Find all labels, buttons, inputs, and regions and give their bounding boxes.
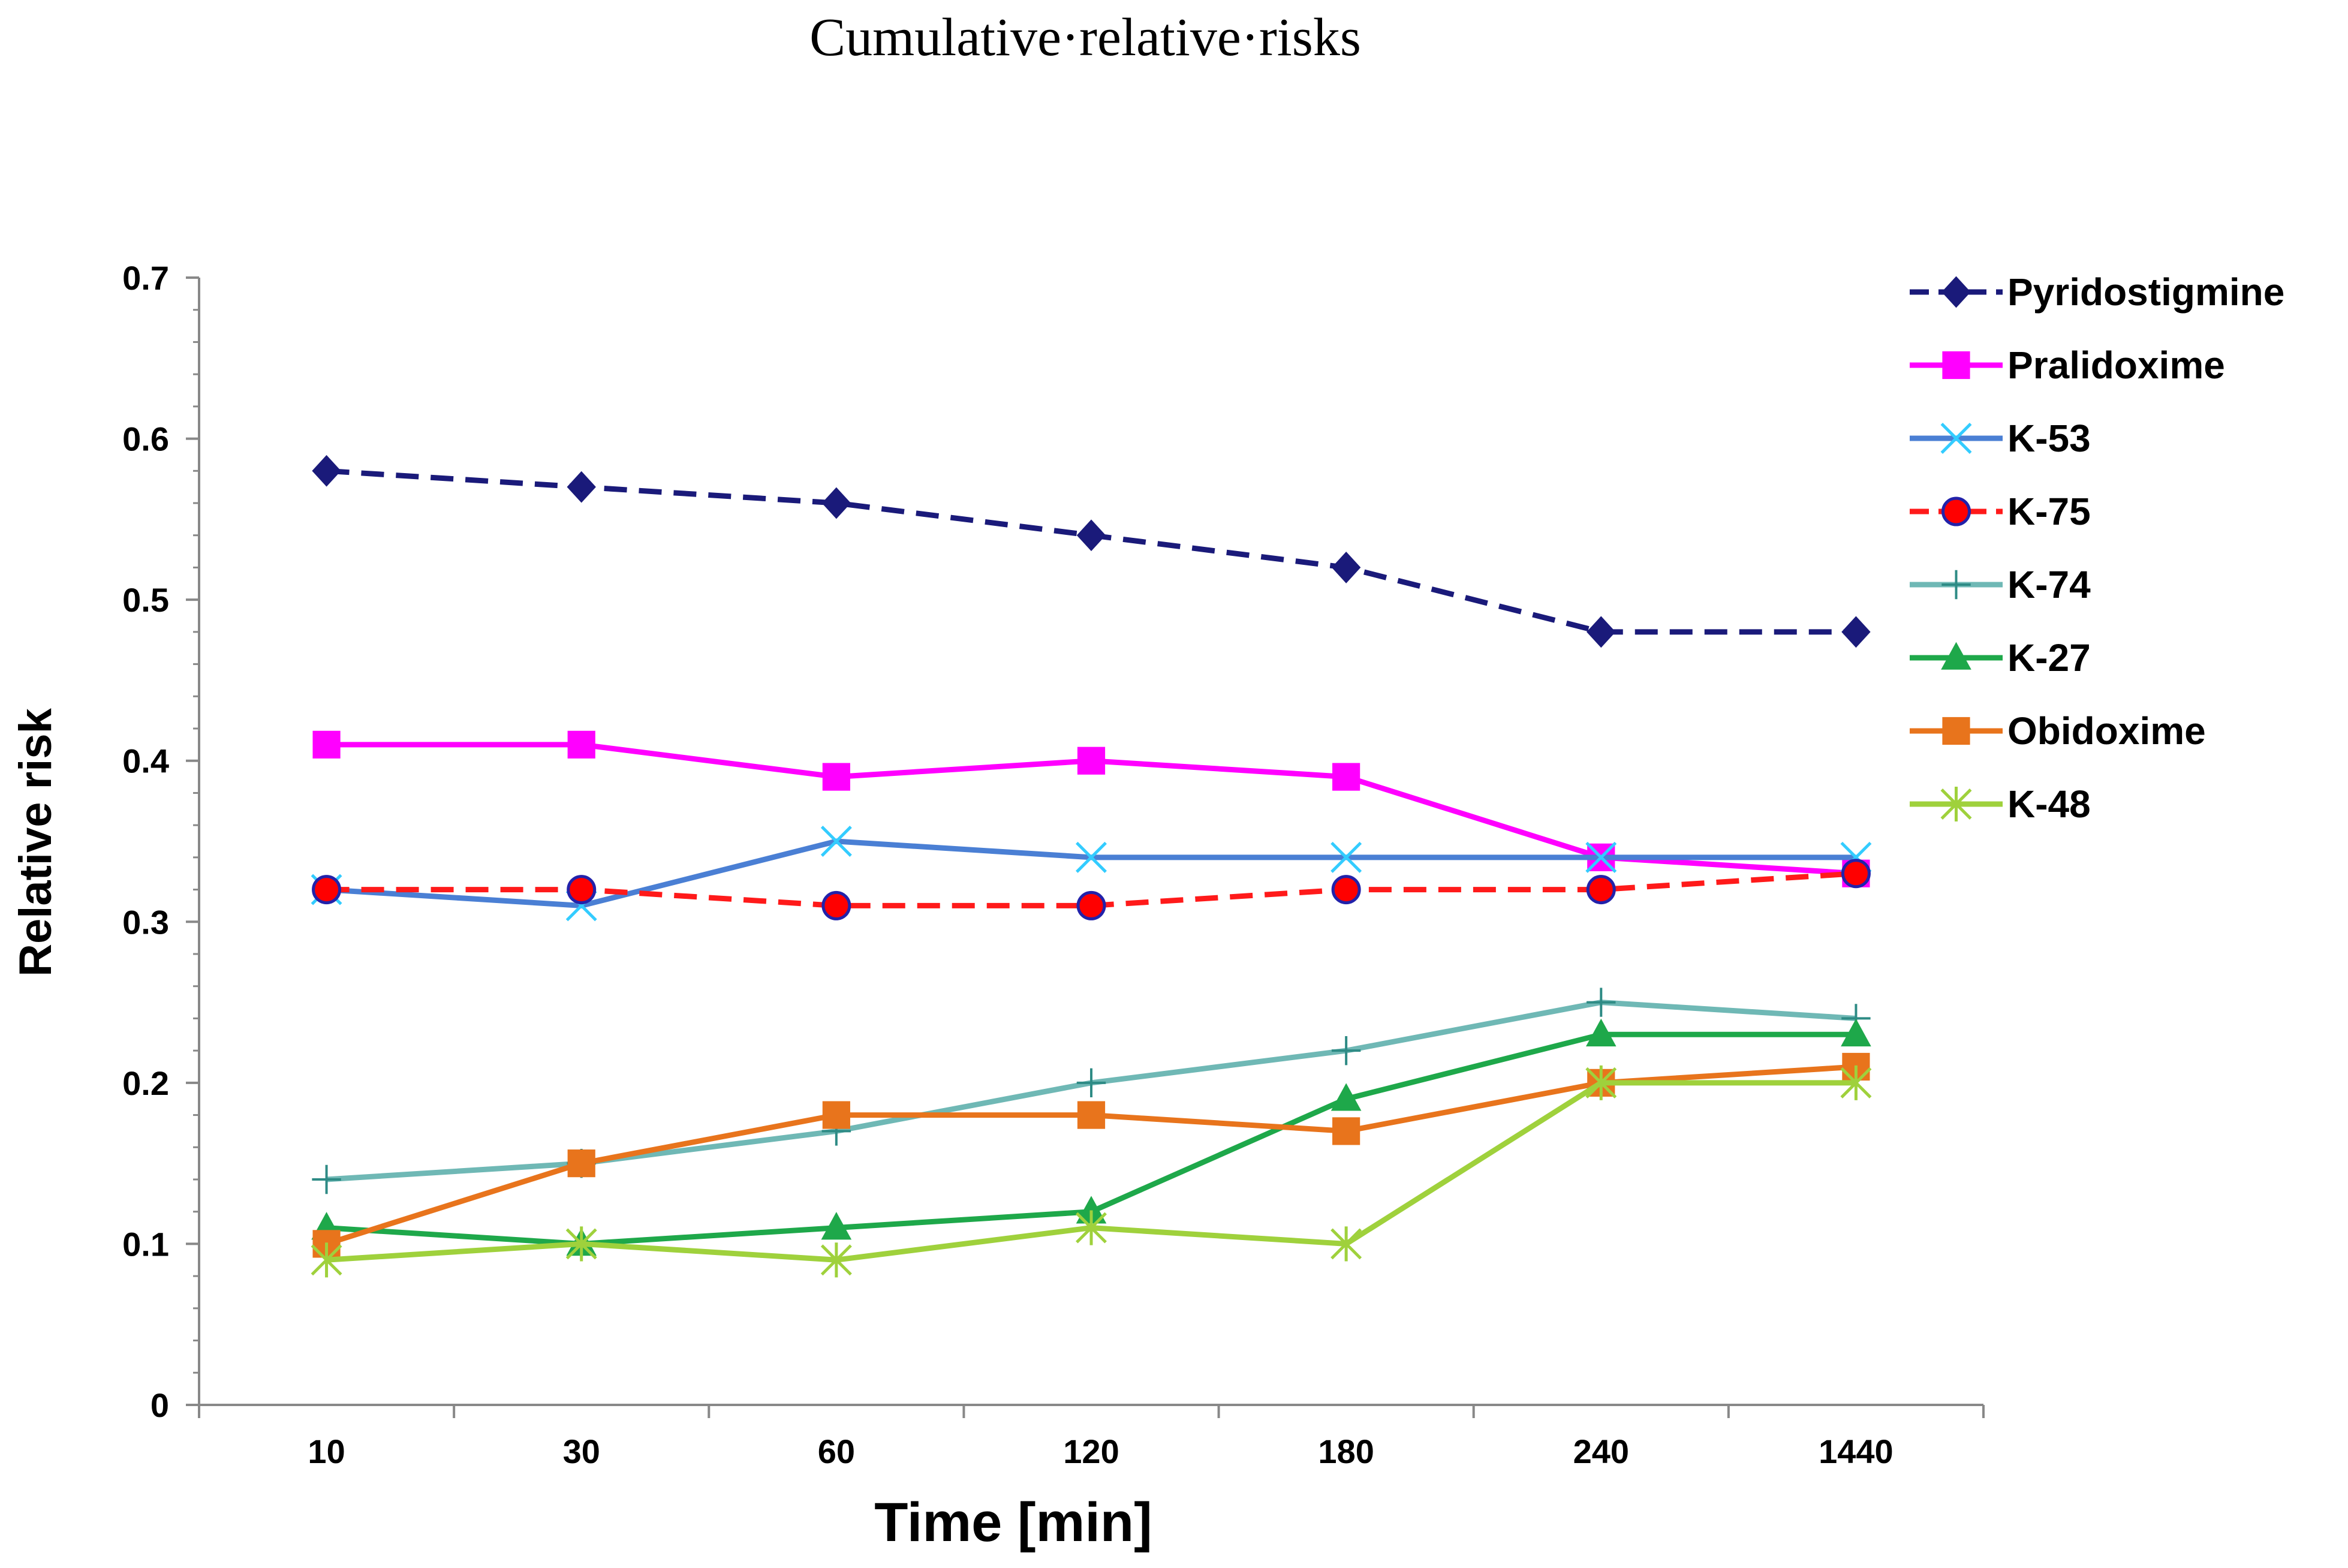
data-point [820,826,852,857]
data-point [1331,875,1361,905]
data-point [567,1149,595,1178]
data-point [820,1242,852,1278]
data-point [312,1164,341,1194]
y-axis-title: Relative risk [10,708,61,977]
data-point [1077,1101,1106,1129]
data-point [1076,890,1106,920]
x-tick-label: 240 [1573,1432,1629,1470]
data-point [312,455,341,487]
data-point [1942,351,1970,380]
legend-item: K-48 [1910,783,2091,826]
series-line [326,468,1856,635]
data-point [1076,841,1107,873]
series-pyridostigmine [312,455,1871,648]
y-tick-label: 0.3 [122,903,169,941]
y-tick-label: 0.1 [122,1225,169,1263]
data-point [1077,747,1106,775]
data-point [1585,1065,1617,1100]
data-point [821,890,851,920]
data-point [1331,1036,1361,1066]
data-point [1586,875,1616,905]
data-point [565,1226,597,1262]
data-point [1331,552,1361,583]
data-point [312,730,341,759]
data-point [1587,616,1616,648]
series-k-48 [311,1065,1872,1278]
data-point [1587,988,1616,1017]
data-point [1330,1226,1362,1262]
data-point [1941,276,1971,308]
series-pralidoxime [312,730,1870,887]
legend-item: K-27 [1910,636,2091,679]
data-point [1841,1018,1871,1047]
data-point [1076,519,1106,552]
data-point [821,1212,852,1240]
series-k-75 [312,859,1871,920]
legend-label: K-74 [2007,563,2091,606]
data-point [1841,859,1871,889]
data-point [1585,841,1617,873]
legend-item: Pralidoxime [1910,344,2225,387]
y-tick-label: 0 [150,1386,169,1424]
series-k-74 [312,988,1871,1194]
legend-item: K-74 [1910,563,2091,606]
tick-group: 0 0.1 0.2 0.3 0.4 0.5 0.6 0.7 10 30 60 120 180 240 144… [122,259,1985,1470]
legend-label: Pyridostigmine [2007,270,2284,314]
data-point [821,487,851,519]
legend-label: K-48 [2007,783,2091,826]
x-tick-label: 10 [308,1432,345,1470]
y-tick-label: 0.2 [122,1064,169,1102]
x-tick-label: 60 [818,1432,855,1470]
data-point [567,471,596,503]
data-point [1940,786,1972,822]
y-tick-label: 0.7 [122,259,169,297]
data-point [1942,717,1970,745]
legend-item: Obidoxime [1910,709,2206,753]
data-point [1940,423,1972,454]
legend: Pyridostigmine Pralidoxime K-53 K-75 K-74 K-2… [1910,270,2284,826]
chart-title: Cumulative·relative·risks [809,8,1361,67]
y-tick-label: 0.5 [122,581,169,619]
data-point [1332,1117,1360,1145]
data-point [1941,570,1971,600]
data-point [1841,616,1871,648]
data-point [1941,496,1971,526]
data-point [567,730,595,759]
x-axis-title: Time [min] [874,1492,1152,1553]
data-point [567,875,597,905]
legend-item: Pyridostigmine [1910,270,2284,314]
data-point [822,1101,850,1129]
legend-label: Obidoxime [2007,709,2206,753]
data-point [1941,642,1971,670]
data-point [1840,1065,1872,1100]
legend-label: K-27 [2007,636,2091,679]
x-tick-label: 120 [1063,1432,1119,1470]
data-point [1330,1083,1362,1111]
data-point [822,763,850,791]
data-point [1332,763,1360,791]
legend-label: K-53 [2007,417,2091,460]
x-tick-label: 1440 [1819,1432,1894,1470]
series-group [311,455,1872,1278]
legend-label: Pralidoxime [2007,344,2225,387]
data-point [1076,1196,1107,1224]
data-point [312,875,342,905]
data-point [1330,841,1362,873]
legend-label: K-75 [2007,490,2091,533]
data-point [1076,1068,1106,1098]
y-tick-label: 0.6 [122,420,169,458]
legend-item: K-53 [1910,417,2091,460]
x-tick-label: 180 [1318,1432,1374,1470]
axes [198,278,1983,1406]
legend-item: K-75 [1910,490,2091,533]
y-tick-label: 0.4 [122,742,169,780]
data-point [1076,1210,1107,1245]
data-point [311,1242,342,1278]
data-point [1585,1018,1616,1047]
x-tick-label: 30 [563,1432,600,1470]
